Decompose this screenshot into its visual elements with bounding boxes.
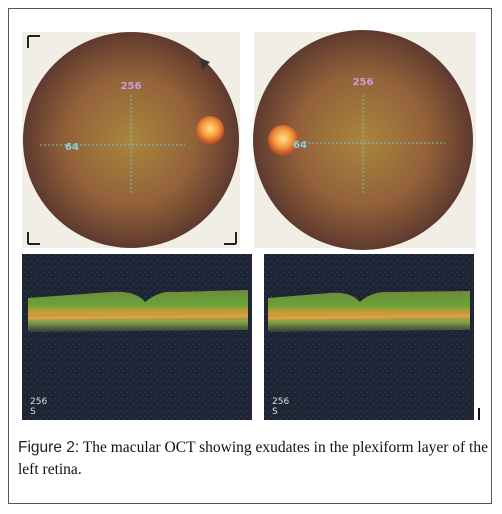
fundus-top-label: 256 xyxy=(353,77,374,88)
figure-frame xyxy=(8,8,492,504)
oct-scan-label: 256 xyxy=(272,397,289,407)
caption-text: The macular OCT showing exudates in the … xyxy=(18,439,488,478)
fundus-side-label: 64 xyxy=(293,140,307,151)
fundus-side-label: 64 xyxy=(65,142,79,153)
fundus-right xyxy=(253,30,476,250)
figure-label: Figure 2: xyxy=(18,439,80,456)
oct-right xyxy=(264,254,480,420)
oct-direction: S xyxy=(30,407,36,417)
caption: Figure 2: The macular OCT showing exudat… xyxy=(18,437,488,481)
fundus-top-label: 256 xyxy=(121,81,142,92)
figure-images: 256 64 256 64 256 S 256 S xyxy=(22,30,480,420)
fundus-left xyxy=(22,32,240,248)
oct-left xyxy=(22,254,252,420)
oct-scan-label: 256 xyxy=(30,397,47,407)
oct-direction: S xyxy=(272,407,278,417)
